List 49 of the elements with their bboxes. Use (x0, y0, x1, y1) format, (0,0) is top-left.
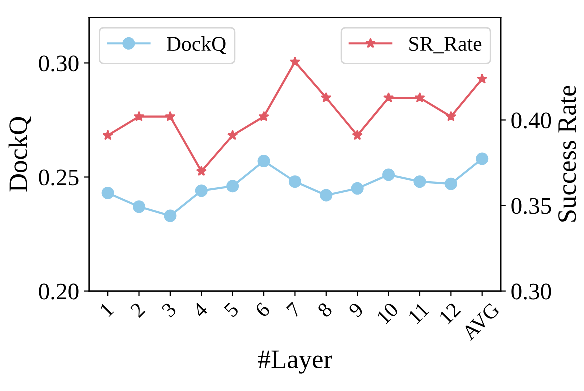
point (134, 111, 145, 122)
x-tick-label: 5 (224, 302, 240, 318)
x-tick-label: 4 (192, 302, 209, 318)
point (320, 189, 333, 202)
point (352, 130, 363, 140)
point (477, 74, 488, 84)
x-tick-label: 1 (99, 302, 114, 318)
y2-tick-label: 0.40 (512, 112, 552, 129)
point (288, 176, 302, 188)
point (383, 92, 394, 103)
point (290, 56, 301, 67)
point (165, 111, 176, 122)
y-tick-label: 0.25 (39, 170, 79, 186)
y-axis-title: DockQ (8, 116, 32, 192)
y-tick-label: 0.20 (39, 284, 79, 300)
x-tick-label: 7 (286, 302, 302, 318)
point (195, 184, 208, 198)
x-tick-label: 12 (438, 302, 462, 325)
point (476, 152, 489, 166)
x-axis-title: #Layer (258, 350, 332, 374)
y2-axis-title: Success Rate (558, 86, 576, 222)
point (414, 92, 426, 103)
x-tick-label: 2 (130, 302, 146, 318)
legend-label: SR_Rate (410, 37, 482, 54)
point (164, 210, 177, 222)
y-tick-label: 0.30 (39, 56, 79, 72)
point (102, 186, 114, 200)
x-tick-label: 10 (376, 302, 400, 325)
point (351, 182, 364, 195)
legend-label: DockQ (167, 36, 226, 54)
point (382, 168, 396, 182)
y2-tick-label: 0.35 (512, 198, 552, 214)
point (133, 200, 146, 214)
point (446, 111, 456, 122)
point (196, 166, 207, 176)
x-tick-label: 9 (348, 302, 364, 318)
x-tick-label: 8 (317, 302, 334, 318)
point (102, 130, 114, 140)
x-tick-label: 6 (254, 302, 271, 318)
point (228, 130, 238, 140)
x-tick-label: 3 (161, 302, 178, 318)
x-tick-label: 11 (408, 302, 430, 324)
point (226, 180, 240, 193)
point (321, 92, 332, 103)
point (414, 176, 426, 188)
point (444, 178, 458, 190)
y2-tick-label: 0.30 (512, 284, 552, 300)
point (258, 155, 270, 168)
point (258, 111, 270, 122)
